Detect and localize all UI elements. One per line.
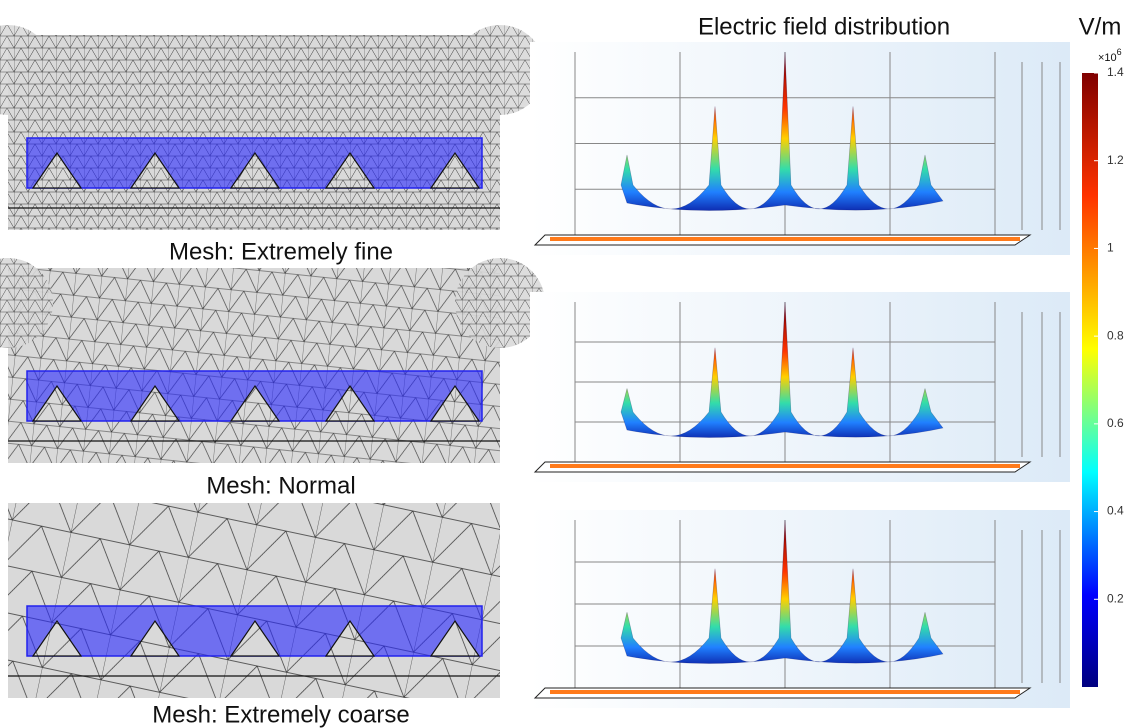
field-surface — [620, 519, 944, 664]
electrode-tooth — [324, 619, 376, 657]
electrode-tooth — [429, 151, 481, 189]
field-surface — [620, 51, 944, 211]
mesh-background — [8, 503, 500, 698]
electrode-tooth — [31, 151, 83, 189]
unit-label: V/m — [1079, 13, 1122, 40]
mesh-background — [8, 268, 500, 463]
electrode-tooth — [429, 384, 481, 422]
colorbar-multiplier: ×106 — [1098, 47, 1122, 64]
figure-title: Electric field distribution — [698, 13, 950, 40]
plot-background — [530, 42, 1070, 255]
electrode-tooth — [229, 384, 281, 422]
colorbar — [1082, 73, 1098, 687]
multiplier-exponent: 6 — [1117, 47, 1122, 57]
electrode-tooth — [324, 384, 376, 422]
mesh-refinement — [0, 258, 53, 348]
panel-label: Mesh: Normal — [206, 472, 355, 499]
plot-base-strip — [550, 464, 1020, 468]
colorbar-tick-label: 0.6 — [1107, 416, 1124, 430]
electrode-tooth — [229, 151, 281, 189]
plot-background — [530, 510, 1070, 708]
electrode-tooth — [229, 619, 281, 657]
colorbar-tick-label: 1.2 — [1107, 153, 1124, 167]
electrode-tooth — [129, 151, 181, 189]
electrode-tooth — [31, 384, 83, 422]
colorbar-tick-label: 0.4 — [1107, 504, 1124, 518]
colorbar-tick-label: 0.8 — [1107, 328, 1124, 342]
electrode-tooth — [31, 619, 83, 657]
electrode-tooth — [324, 151, 376, 189]
mesh-background — [8, 35, 500, 230]
colorbar-tick-label: 1.4 — [1107, 65, 1124, 79]
mesh-refinement — [0, 25, 53, 115]
electrode-tooth — [129, 619, 181, 657]
field-surface — [620, 301, 944, 438]
panel-label: Mesh: Extremely coarse — [152, 701, 409, 728]
colorbar-tick-label: 1 — [1107, 241, 1114, 255]
colorbar-tick-label: 0.2 — [1107, 591, 1124, 605]
plot-base-strip — [550, 690, 1020, 694]
mesh-refinement — [455, 258, 545, 348]
plot-background — [530, 292, 1070, 482]
electrode-tooth — [129, 384, 181, 422]
electrode-tooth — [429, 619, 481, 657]
mesh-refinement — [455, 25, 545, 115]
panel-label: Mesh: Extremely fine — [169, 238, 393, 265]
multiplier-base: ×10 — [1098, 52, 1117, 64]
plot-base-strip — [550, 237, 1020, 241]
